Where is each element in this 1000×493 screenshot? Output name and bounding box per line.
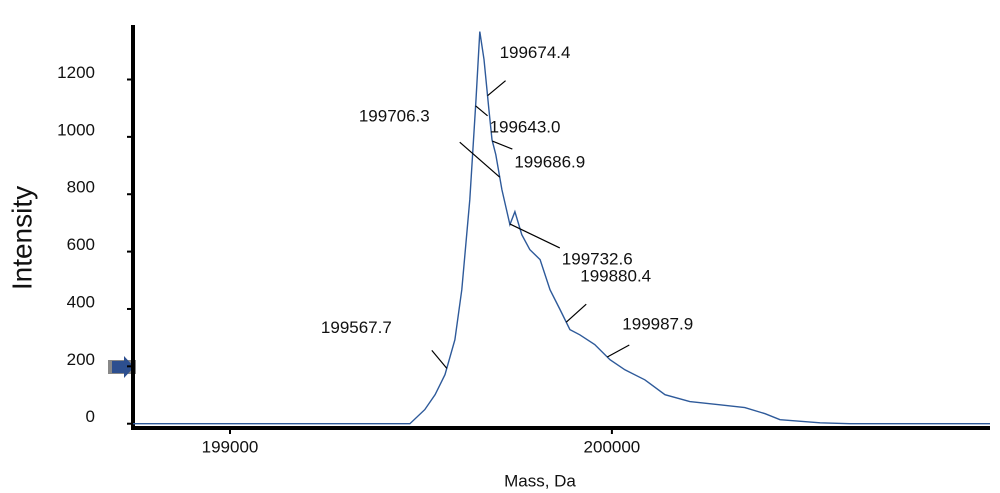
peak-label: 199880.4 (580, 267, 651, 286)
peak-label: 199567.7 (321, 318, 392, 337)
y-tick-label: 0 (86, 407, 95, 426)
handle-arrow[interactable] (112, 356, 134, 378)
peak-leader (459, 141, 501, 178)
x-tick-label: 200000 (584, 437, 641, 456)
y-tick-label: 800 (67, 178, 95, 197)
peak-label: 199686.9 (514, 153, 585, 172)
axis-handle[interactable] (108, 356, 136, 378)
spectrum-line (133, 31, 990, 425)
y-tick-label: 400 (67, 292, 95, 311)
y-tick-label: 200 (67, 350, 95, 369)
peak-leader (431, 349, 448, 369)
peak-label: 199732.6 (562, 249, 633, 268)
y-tick-label: 600 (67, 235, 95, 254)
y-tick-label: 1200 (57, 63, 95, 82)
peak-leader (565, 303, 587, 323)
x-axis-label: Mass, Da (504, 471, 576, 490)
peak-leader (509, 223, 561, 249)
peak-label: 199643.0 (490, 117, 561, 136)
y-axis-label: Intensity (6, 186, 37, 290)
y-tick-label: 1000 (57, 120, 95, 139)
peak-label: 199706.3 (359, 107, 430, 126)
peak-leader (475, 105, 488, 117)
peak-leader (487, 80, 506, 97)
peak-leader (492, 140, 513, 150)
peak-leader (607, 344, 630, 358)
peak-label: 199987.9 (622, 315, 693, 334)
x-tick-label: 199000 (202, 437, 259, 456)
peak-label: 199674.4 (500, 43, 571, 62)
